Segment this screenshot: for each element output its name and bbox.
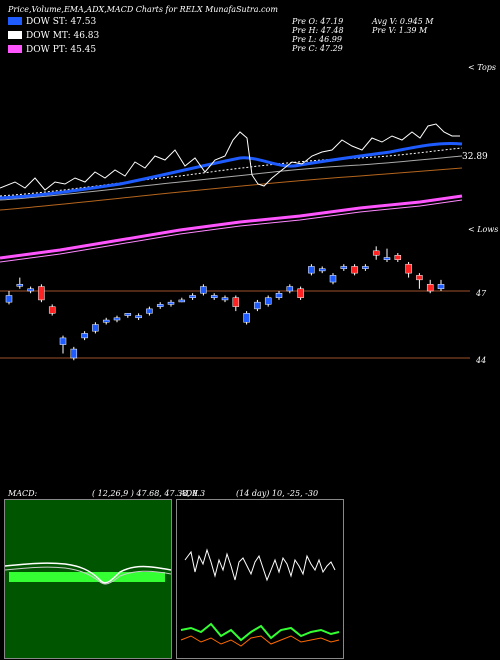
- candle-body: [210, 295, 218, 298]
- candle-body: [351, 266, 358, 274]
- tops-label: < Tops: [468, 63, 497, 72]
- macd-title: MACD:: [8, 489, 38, 498]
- stat-open: Pre O: 47.19: [292, 17, 344, 26]
- candle-body: [92, 324, 99, 332]
- candle-body: [124, 313, 132, 316]
- legend-label-st: DOW ST: 47.53: [26, 17, 97, 27]
- candle-body: [297, 288, 304, 298]
- stat-high: Pre H: 47.48: [292, 26, 344, 35]
- legend-swatch-white: [8, 31, 22, 39]
- adx-plus-di-line: [180, 622, 340, 642]
- ema-grey-line: [0, 155, 463, 201]
- candle-body: [81, 333, 88, 339]
- price-chart: [0, 123, 470, 361]
- macd-svg: [5, 562, 171, 585]
- candle-body: [383, 257, 391, 260]
- ema-brown-line: [0, 167, 463, 211]
- adx-title: ADX: [180, 489, 198, 498]
- candle-body: [416, 275, 423, 281]
- candle-body: [146, 308, 153, 314]
- candles-group: [5, 246, 445, 361]
- macd-signal-line: [5, 566, 171, 585]
- macd-histogram: [9, 572, 165, 582]
- candle-body: [318, 268, 326, 272]
- level-44-label: 44: [476, 356, 487, 365]
- candle-body: [5, 295, 13, 303]
- level-47-label: 47: [476, 289, 487, 298]
- candle-body: [275, 292, 283, 298]
- macd-line: [5, 562, 171, 584]
- candle-body: [437, 284, 445, 290]
- candle-body: [200, 286, 207, 294]
- candle-body: [362, 266, 369, 269]
- candle-body: [232, 297, 240, 307]
- candle-body: [189, 295, 196, 298]
- macd-params: ( 12,26,9 ) 47.68, 47.38, 0.3: [92, 489, 206, 498]
- candle-body: [264, 297, 272, 305]
- candle-body: [254, 301, 261, 310]
- candle-body: [102, 319, 110, 323]
- stat-low: Pre L: 46.99: [292, 35, 342, 44]
- lows-label: < Lows: [468, 225, 499, 234]
- candle-body: [48, 306, 56, 314]
- candle-body: [286, 286, 294, 292]
- stat-volume: Pre V: 1.39 M: [372, 26, 428, 35]
- candle-body: [243, 313, 250, 323]
- chart-title: Price,Volume,EMA,ADX,MACD Charts for REL…: [8, 5, 278, 14]
- candle-body: [27, 288, 34, 292]
- legend-label-mt: DOW MT: 46.83: [26, 31, 100, 41]
- candle-body: [38, 286, 45, 301]
- dow-pt-magenta-line: [0, 194, 463, 260]
- candle-body: [372, 250, 380, 256]
- adx-svg: [180, 548, 340, 647]
- candle-body: [59, 337, 67, 345]
- candle-body: [394, 255, 402, 260]
- stat-close: Pre C: 47.29: [292, 44, 343, 53]
- adx-params: (14 day) 10, -25, -30: [236, 489, 319, 498]
- candle-body: [135, 315, 142, 319]
- candle-body: [70, 348, 78, 359]
- ema-white-dashed-line: [0, 147, 463, 197]
- legend-label-pt: DOW PT: 45.45: [26, 45, 97, 55]
- adx-minus-di-line: [180, 635, 340, 647]
- dow-pt-lower-line: [0, 199, 463, 263]
- stat-avg-volume: Avg V: 0.945 M: [372, 17, 434, 26]
- candle-body: [113, 317, 121, 321]
- candle-body: [405, 263, 412, 274]
- legend-dow-st: DOW ST: 47.53: [8, 17, 96, 27]
- candle-body: [340, 266, 348, 269]
- candle-body: [167, 301, 175, 305]
- legend-dow-pt: DOW PT: 45.45: [8, 45, 96, 55]
- ema-value-label: 32.89: [462, 152, 488, 162]
- adx-panel: [176, 499, 344, 659]
- macd-panel: [4, 499, 172, 659]
- price-white-line: [0, 123, 460, 191]
- ema-blue-line: [0, 142, 463, 200]
- candle-body: [308, 266, 315, 274]
- adx-line: [184, 548, 336, 582]
- candle-body: [178, 299, 186, 303]
- candle-body: [16, 284, 24, 287]
- candle-body: [156, 304, 164, 307]
- candle-body: [329, 275, 337, 283]
- legend-swatch-magenta: [8, 45, 22, 53]
- legend-dow-mt: DOW MT: 46.83: [8, 31, 99, 41]
- candle-body: [221, 297, 229, 301]
- legend-swatch-blue: [8, 17, 22, 25]
- candle-body: [426, 284, 434, 292]
